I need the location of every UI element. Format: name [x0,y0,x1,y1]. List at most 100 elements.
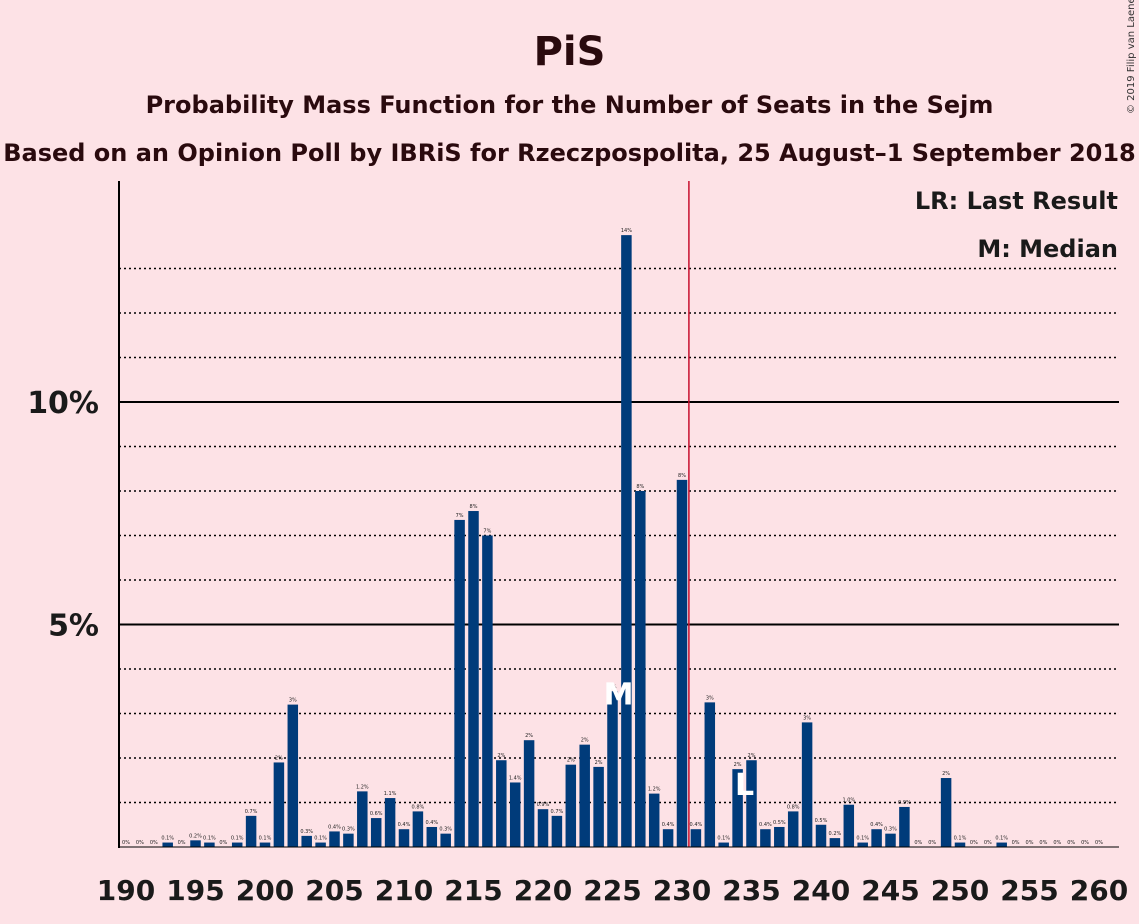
bar-label-246: 0.9% [898,800,911,806]
bar-label-193: 0.1% [161,836,174,842]
bar-label-223: 2% [581,738,589,744]
bar-label-212: 0.4% [425,820,438,826]
bar-label-257: 0% [1053,840,1061,846]
x-tick-label: 240 [792,874,850,907]
bar-222 [565,764,577,847]
bar-243 [857,842,868,847]
bar-223 [579,744,590,847]
bar-label-216: 7% [483,529,491,535]
bar-240 [815,824,827,847]
bar-label-202: 3% [289,698,297,704]
bar-label-196: 0.1% [203,836,216,842]
bar-label-232: 3% [706,695,714,701]
bar-label-238: 0.8% [787,804,800,810]
bar-label-249: 2% [942,771,950,777]
bar-label-194: 0% [178,840,186,846]
bar-241 [829,838,841,847]
bar-227 [635,491,646,847]
bar-label-191: 0% [136,840,144,846]
bar-label-247: 0% [914,840,922,846]
bar-label-237: 0.5% [773,820,786,826]
bar-label-250: 0.1% [954,836,967,842]
bar-210 [398,829,410,847]
bar-253 [996,842,1007,847]
bar-labels: 0% 0% 0%0.1%0%0.2% 0.1%0%0.1%0.7%0.1%2%3%0.… [122,228,1103,846]
bars [162,235,1007,847]
bar-label-243: 0.1% [856,836,869,842]
bar-label-236: 0.4% [759,822,772,828]
bar-label-233: 0.1% [717,836,730,842]
x-tick-label: 190 [97,874,155,907]
bar-236 [760,829,771,847]
x-tick-label: 220 [514,874,572,907]
last-result-marker: L [735,768,754,803]
bar-label-251: 0% [970,840,978,846]
bar-label-227: 8% [636,484,644,490]
bar-229 [662,829,674,847]
bar-label-213: 0.3% [439,827,452,833]
x-tick-label: 255 [1000,874,1058,907]
bar-230 [676,479,688,847]
bar-label-231: 0.4% [690,822,703,828]
bar-label-234: 2% [734,762,742,768]
bar-label-229: 0.4% [662,822,675,828]
bar-209 [384,798,396,847]
bar-label-228: 1.2% [648,787,661,793]
bar-244 [871,829,882,847]
y-tick-label: 10% [27,386,99,421]
x-tick-label: 235 [722,874,780,907]
bar-label-258: 0% [1067,840,1075,846]
bar-205 [329,831,340,847]
bar-203 [301,835,312,847]
bar-211 [412,811,424,847]
chart-subtitle-2: Based on an Opinion Poll by IBRiS for Rz… [3,139,1136,167]
bar-label-201: 2% [275,755,283,761]
bar-label-254: 0% [1012,840,1020,846]
bar-235 [746,760,757,847]
bar-224 [593,766,604,847]
x-tick-label: 195 [166,874,224,907]
bar-220 [537,809,549,847]
bar-label-209: 1.1% [384,791,397,797]
bar-label-217: 2% [497,753,505,759]
x-tick-label: 205 [305,874,363,907]
bar-label-200: 0.1% [259,836,272,842]
bar-198 [231,842,243,847]
bar-label-195: 0.2% [189,833,202,839]
bar-label-259: 0% [1081,840,1089,846]
bar-label-239: 3% [803,715,811,721]
bar-label-240: 0.5% [815,818,828,824]
bar-208 [370,818,382,847]
bar-label-226: 14% [621,228,632,234]
x-tick-label: 200 [236,874,294,907]
bar-234 [732,769,743,847]
bar-label-242: 1.0% [842,798,855,804]
bar-label-248: 0% [928,840,936,846]
bar-label-203: 0.3% [300,829,313,835]
bar-label-214: 7% [456,513,464,519]
bar-199 [245,815,257,847]
gridlines [119,267,1119,804]
bar-label-219: 2% [525,733,533,739]
legend-median: M: Median [977,235,1118,263]
bar-237 [774,826,785,847]
bar-200 [259,842,271,847]
bar-231 [690,829,702,847]
bar-label-192: 0% [150,840,158,846]
bar-219 [523,740,535,847]
x-tick-label: 230 [653,874,711,907]
bar-221 [551,815,563,847]
x-axis-ticks: 190 195 200 205 210 215 220 225 230 235 240 245 250 2… [97,874,1128,907]
x-tick-label: 260 [1070,874,1128,907]
bar-label-205: 0.4% [328,824,341,830]
bar-246 [899,806,910,847]
bar-245 [885,833,896,847]
bar-202 [287,704,299,847]
bar-label-220: 0.9% [537,802,550,808]
bar-label-199: 0.7% [245,809,258,815]
bar-label-221: 0.7% [551,809,564,815]
bar-204 [315,842,326,847]
bar-207 [357,791,368,847]
bar-225 [607,691,618,847]
